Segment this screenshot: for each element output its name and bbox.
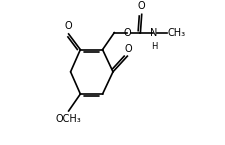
Text: O: O xyxy=(124,44,131,54)
Text: N: N xyxy=(149,28,156,38)
Text: O: O xyxy=(64,21,72,31)
Text: OCH₃: OCH₃ xyxy=(55,114,81,124)
Text: O: O xyxy=(137,1,145,11)
Text: CH₃: CH₃ xyxy=(167,28,185,38)
Text: H: H xyxy=(150,42,157,51)
Text: O: O xyxy=(123,28,130,38)
